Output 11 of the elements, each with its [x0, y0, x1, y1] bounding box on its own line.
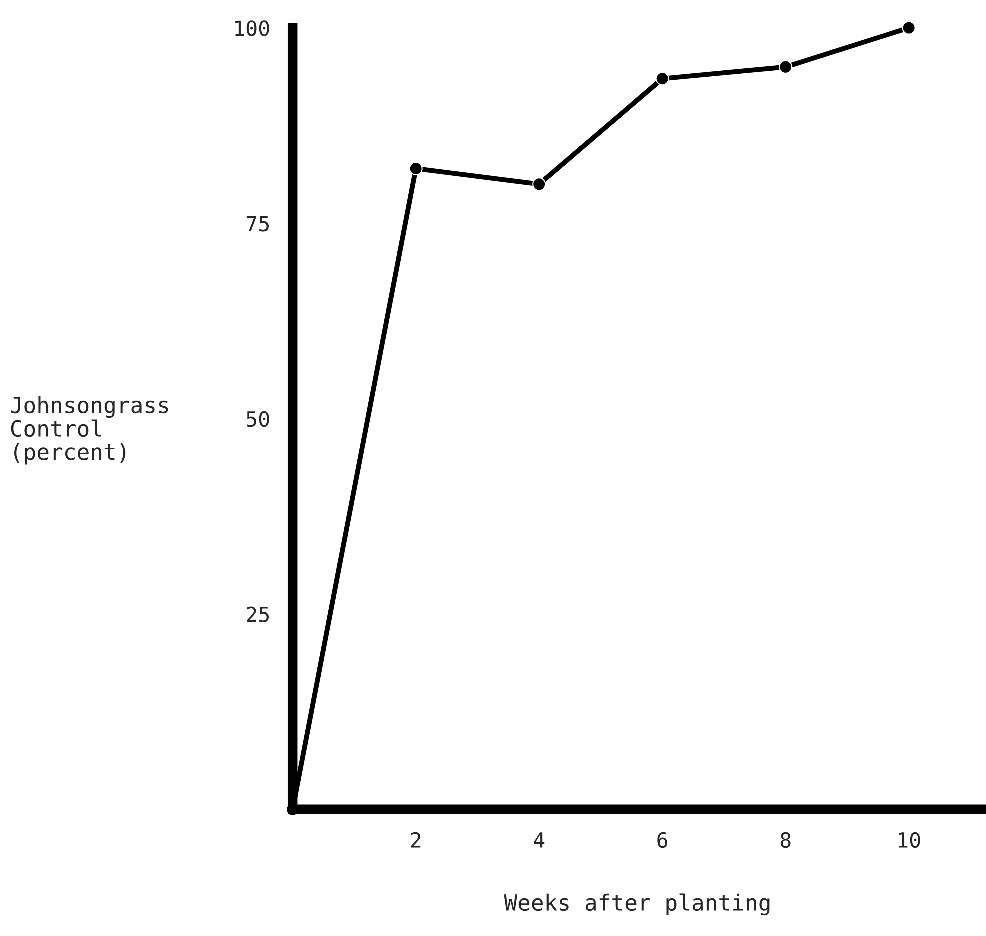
x-tick-label: 6 — [658, 832, 668, 848]
y-axis-title: Johnsongrass Control (percent) — [11, 396, 168, 465]
x-tick-label: 2 — [411, 832, 421, 848]
x-tick-label: 8 — [780, 832, 791, 848]
y-tick-label: 75 — [246, 216, 269, 232]
x-tick-label: 4 — [534, 832, 545, 848]
y-tick-label: 100 — [235, 20, 270, 36]
y-tick-label: 25 — [247, 606, 269, 623]
x-axis-title: Weeks after planting — [504, 894, 770, 916]
y-tick-label: 50 — [246, 411, 270, 428]
x-tick-label: 10 — [899, 832, 920, 848]
